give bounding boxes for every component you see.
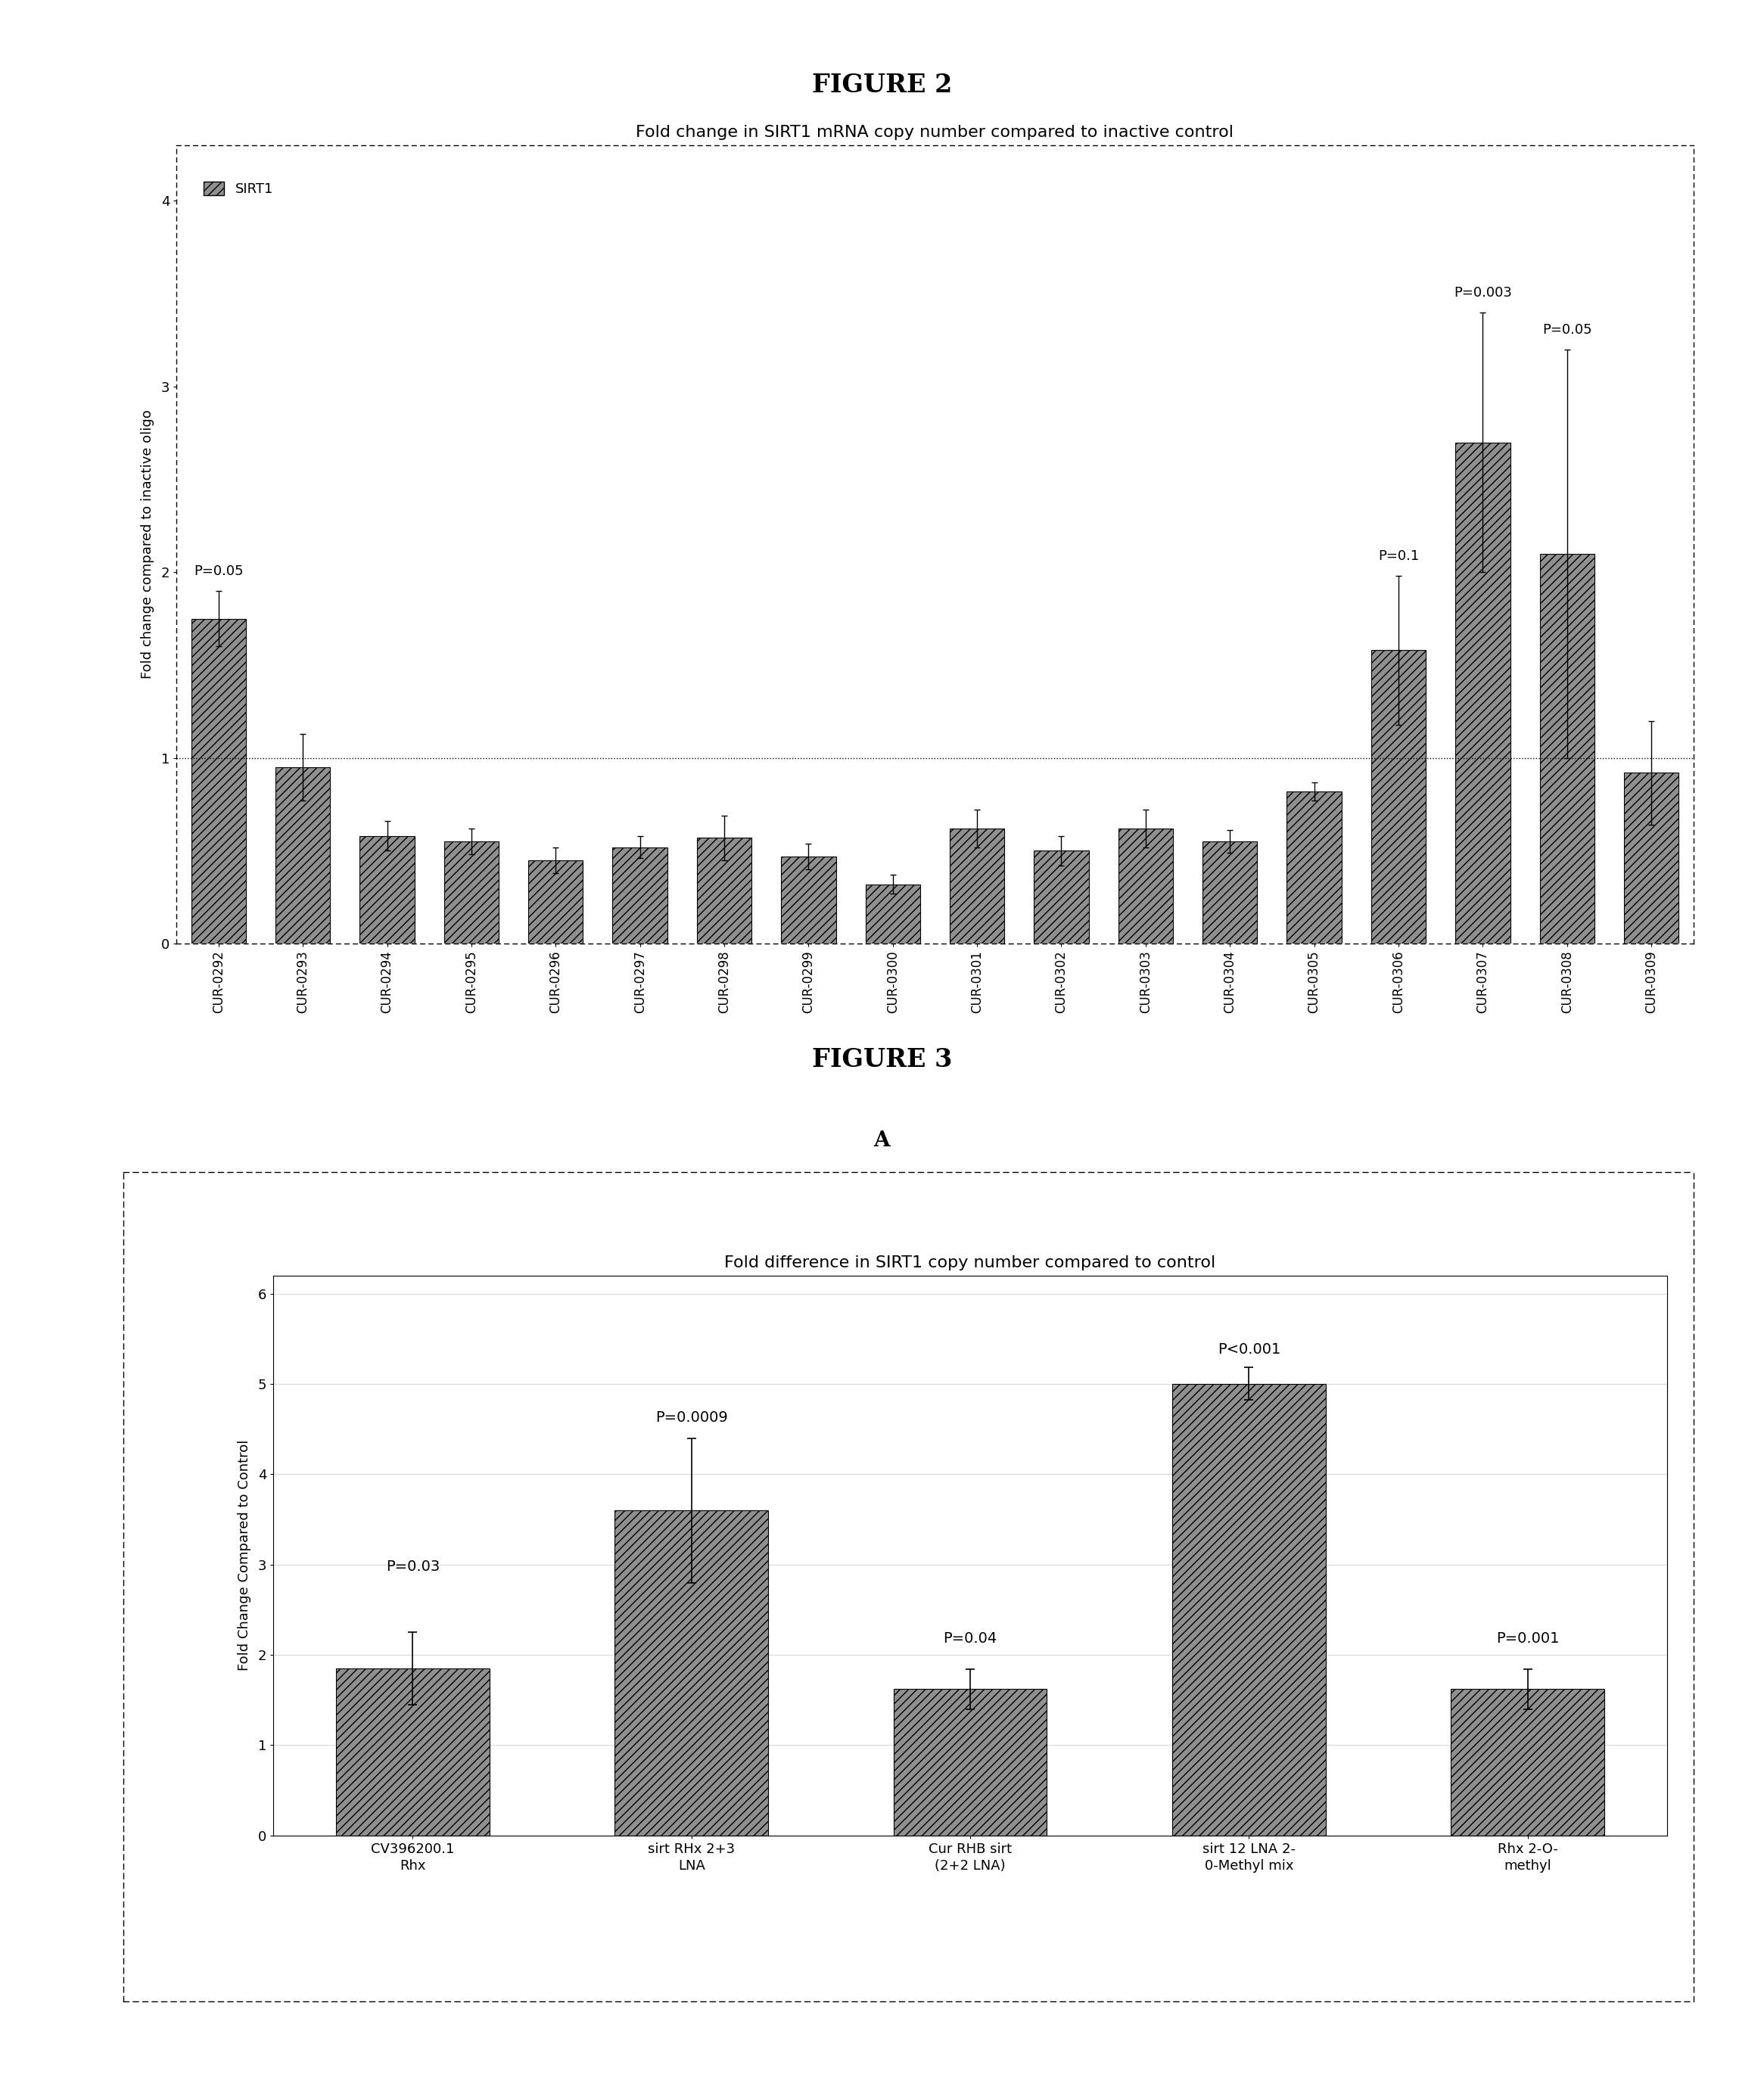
- Bar: [612, 846, 667, 944]
- Title: Fold change in SIRT1 mRNA copy number compared to inactive control: Fold change in SIRT1 mRNA copy number co…: [637, 124, 1233, 139]
- Text: P=0.003: P=0.003: [1454, 286, 1512, 299]
- Bar: [337, 1667, 489, 1835]
- Bar: [1034, 850, 1088, 944]
- Text: P=0.05: P=0.05: [194, 564, 243, 579]
- Bar: [1455, 442, 1510, 944]
- Title: Fold difference in SIRT1 copy number compared to control: Fold difference in SIRT1 copy number com…: [725, 1255, 1215, 1269]
- Bar: [1286, 792, 1342, 944]
- Text: P=0.05: P=0.05: [1542, 324, 1591, 336]
- Bar: [275, 767, 330, 944]
- Text: A: A: [873, 1130, 891, 1151]
- Bar: [1452, 1688, 1603, 1835]
- Bar: [360, 836, 415, 944]
- Bar: [697, 838, 751, 944]
- Bar: [616, 1510, 767, 1835]
- Bar: [781, 857, 836, 944]
- Bar: [1203, 842, 1258, 944]
- Y-axis label: Fold Change Compared to Control: Fold Change Compared to Control: [238, 1439, 252, 1672]
- Y-axis label: Fold change compared to inactive oligo: Fold change compared to inactive oligo: [141, 411, 155, 678]
- Text: P=0.04: P=0.04: [944, 1632, 997, 1647]
- Bar: [1118, 828, 1173, 944]
- Legend: SIRT1: SIRT1: [198, 176, 279, 201]
- Bar: [894, 1688, 1046, 1835]
- Bar: [1371, 651, 1425, 944]
- Text: FIGURE 2: FIGURE 2: [811, 73, 953, 97]
- Bar: [191, 618, 245, 944]
- Text: P=0.0009: P=0.0009: [654, 1410, 729, 1425]
- Bar: [445, 842, 499, 944]
- Text: FIGURE 3: FIGURE 3: [811, 1047, 953, 1072]
- Bar: [1625, 774, 1679, 944]
- Text: P=0.1: P=0.1: [1378, 550, 1418, 562]
- Text: P=0.001: P=0.001: [1496, 1632, 1559, 1647]
- Bar: [1540, 554, 1595, 944]
- Text: P=0.03: P=0.03: [386, 1560, 439, 1574]
- Bar: [949, 828, 1004, 944]
- Text: P<0.001: P<0.001: [1217, 1342, 1281, 1356]
- Bar: [866, 884, 921, 944]
- Bar: [527, 861, 584, 944]
- Bar: [1173, 1383, 1325, 1835]
